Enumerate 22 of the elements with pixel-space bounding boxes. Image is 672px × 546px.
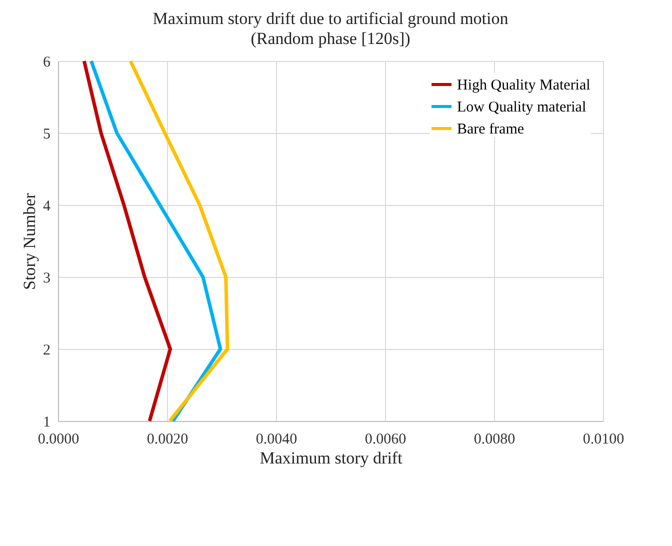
y-tick-label: 6 (43, 54, 51, 70)
y-tick-label: 2 (43, 342, 50, 358)
x-tick-label: 0.0100 (582, 432, 624, 448)
x-tick-label: 0.0080 (474, 432, 516, 448)
chart-title: Maximum story drift due to artificial ground motion (152, 9, 509, 28)
x-tick-label: 0.0060 (364, 432, 406, 448)
y-tick-label: 4 (43, 198, 51, 214)
line-series (128, 59, 230, 423)
x-tick-label: 0.0020 (146, 432, 188, 448)
line-series (82, 59, 172, 423)
y-tick-label: 1 (43, 414, 50, 430)
legend-label: High Quality Material (457, 78, 590, 94)
legend-label: Bare frame (457, 122, 524, 138)
legend-label: Low Quality material (457, 100, 586, 116)
x-tick-label: 0.0000 (38, 432, 80, 448)
line-series (89, 59, 222, 423)
x-tick-label: 0.0040 (256, 432, 298, 448)
chart-subtitle: (Random phase [120s]) (250, 29, 410, 48)
y-tick-label: 3 (43, 270, 50, 286)
y-axis-title: Story Number (20, 192, 39, 290)
y-tick-label: 5 (43, 126, 50, 142)
x-axis-title: Maximum story drift (260, 448, 403, 468)
